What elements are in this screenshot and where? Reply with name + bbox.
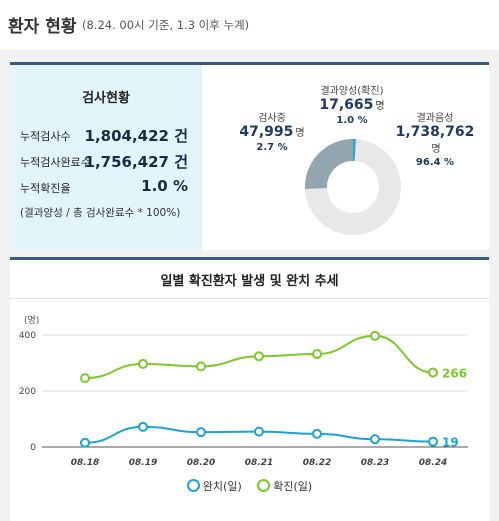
test-status-box: 검사현황 누적검사수 1,804,422 건 누적검사완료수 1,756,427… bbox=[10, 65, 202, 250]
stat-row-total-tests: 누적검사수 1,804,422 건 bbox=[20, 125, 196, 145]
data-point bbox=[428, 367, 438, 378]
stat-label: 누적검사완료수 bbox=[20, 156, 91, 169]
data-point bbox=[196, 427, 206, 438]
donut-label-value: 47,995 bbox=[239, 124, 294, 140]
daily-trend-chart: (명) 400 200 0 08.18 08.19 08.20 08.21 08.22 08.23… bbox=[19, 315, 468, 468]
donut-label-value: 1,738,762 bbox=[395, 124, 475, 140]
chart-legend: 완치(일) 확진(일) bbox=[10, 478, 489, 494]
donut-label-pct: 1.0 % bbox=[336, 115, 368, 126]
donut-label-name: 결과양성(확진) bbox=[320, 86, 384, 97]
x-tick-label: 08.23 bbox=[361, 458, 389, 468]
donut-label-name: 검사중 bbox=[258, 113, 286, 124]
x-tick-label: 08.22 bbox=[303, 458, 331, 468]
donut-label-name: 결과음성 bbox=[416, 113, 454, 124]
test-result-donut-area: 검사중 47,995 명 2.7 % 결과양성(확진) 17,665 명 1.0 %… bbox=[202, 65, 489, 250]
donut-label-value: 17,665 bbox=[319, 97, 374, 113]
data-point bbox=[138, 421, 148, 432]
donut-label-unit: 명 bbox=[375, 101, 385, 112]
page-subtitle: (8.24. 00시 기준, 1.3 이후 누계) bbox=[82, 18, 250, 32]
y-unit-label: (명) bbox=[24, 315, 39, 326]
daily-trend-title: 일별 확진환자 발생 및 완치 추세 bbox=[160, 274, 339, 289]
legend-label: 완치(일) bbox=[202, 480, 242, 493]
data-point bbox=[138, 358, 148, 369]
legend-label: 확진(일) bbox=[273, 480, 313, 493]
data-point bbox=[196, 361, 206, 372]
stat-value: 1,804,422 건 bbox=[84, 127, 188, 145]
data-point bbox=[370, 330, 380, 341]
title-divider bbox=[10, 298, 489, 299]
y-tick-label: 400 bbox=[19, 331, 36, 341]
test-status-title: 검사현황 bbox=[82, 91, 130, 106]
donut-segment-testing bbox=[305, 139, 401, 235]
stat-value: 1,756,427 건 bbox=[84, 153, 188, 171]
data-point bbox=[312, 349, 322, 360]
donut-label-pct: 2.7 % bbox=[256, 142, 288, 153]
test-result-donut bbox=[305, 139, 401, 235]
page-header: 환자 현황 (8.24. 00시 기준, 1.3 이후 누계) bbox=[0, 0, 499, 50]
end-value-label: 19 bbox=[442, 436, 459, 450]
donut-label-pct: 96.4 % bbox=[415, 157, 455, 168]
data-point bbox=[80, 437, 90, 448]
donut-label-testing: 검사중 47,995 명 2.7 % bbox=[232, 109, 312, 153]
y-tick-label: 0 bbox=[30, 443, 36, 453]
donut-label-unit: 명 bbox=[295, 128, 305, 139]
donut-segment-positive bbox=[305, 139, 401, 235]
data-point bbox=[254, 426, 264, 437]
x-tick-label: 08.18 bbox=[71, 458, 99, 468]
data-point bbox=[370, 434, 380, 445]
x-tick-label: 08.20 bbox=[187, 458, 215, 468]
stat-label: 누적검사수 bbox=[20, 130, 71, 143]
legend-marker-icon bbox=[257, 479, 271, 492]
data-point bbox=[254, 351, 264, 362]
data-point bbox=[80, 373, 90, 384]
x-tick-label: 08.24 bbox=[419, 458, 447, 468]
x-tick-label: 08.19 bbox=[129, 458, 157, 468]
data-point bbox=[428, 436, 438, 447]
y-tick-label: 200 bbox=[19, 387, 36, 397]
donut-label-negative: 결과음성 1,738,762 명 96.4 % bbox=[390, 109, 480, 168]
x-tick-label: 08.21 bbox=[245, 458, 273, 468]
donut-label-positive: 결과양성(확진) 17,665 명 1.0 % bbox=[307, 82, 397, 126]
positive-rate-note: (결과양성 / 총 검사완료수 * 100%) bbox=[20, 207, 181, 219]
legend-item-confirmed[interactable]: 확진(일) bbox=[257, 478, 312, 494]
legend-marker-icon bbox=[186, 479, 200, 492]
stat-label: 누적확진율 bbox=[20, 182, 71, 195]
donut-label-unit: 명 bbox=[431, 144, 441, 155]
end-value-label: 266 bbox=[442, 367, 467, 381]
stat-value: 1.0 % bbox=[141, 177, 188, 195]
daily-trend-panel: 일별 확진환자 발생 및 완치 추세 (명) 400 200 0 08.18 08.19 0… bbox=[10, 257, 489, 521]
stat-row-completed-tests: 누적검사완료수 1,756,427 건 bbox=[20, 151, 196, 171]
page-title: 환자 현황 bbox=[8, 17, 77, 37]
test-status-panel: 검사현황 누적검사수 1,804,422 건 누적검사완료수 1,756,427… bbox=[10, 62, 489, 250]
legend-item-recovered[interactable]: 완치(일) bbox=[186, 478, 242, 494]
data-point bbox=[312, 428, 322, 439]
stat-row-positive-rate: 누적확진율 1.0 % bbox=[20, 177, 196, 197]
